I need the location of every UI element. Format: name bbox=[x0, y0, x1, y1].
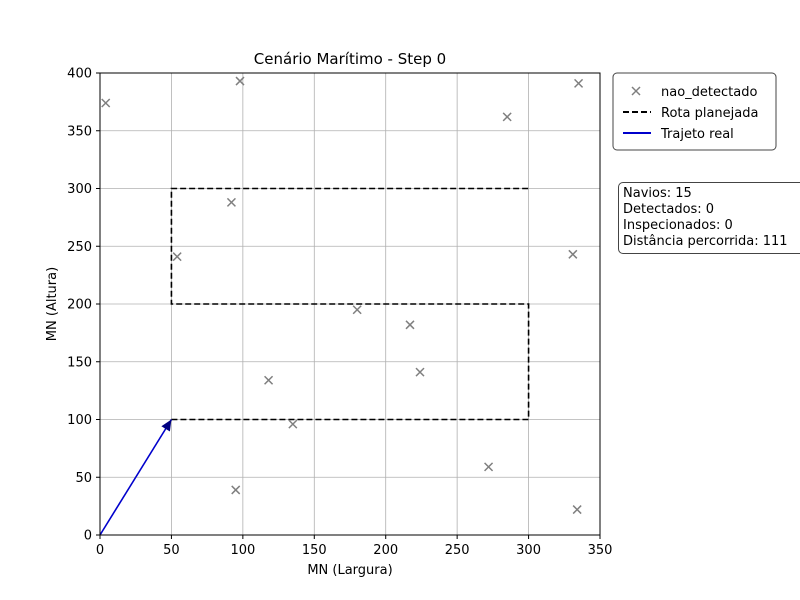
ship-marker bbox=[405, 320, 415, 330]
axis-ticks: 0 50 100 150 200 250 300 350 0 50 100 150 200 250 300 3… bbox=[67, 67, 612, 559]
legend-label-trajeto-real: Trajeto real bbox=[660, 127, 734, 142]
ship-marker bbox=[226, 197, 236, 207]
legend-label-rota-planejada: Rota planejada bbox=[661, 106, 758, 121]
path-arrowhead bbox=[161, 419, 172, 432]
y-axis-label: MN (Altura) bbox=[45, 267, 60, 341]
legend-label-nao-detectado: nao_detectado bbox=[661, 85, 757, 100]
y-tick-label: 100 bbox=[67, 413, 92, 428]
ship-marker bbox=[235, 76, 245, 86]
y-tick-label: 400 bbox=[67, 67, 92, 82]
planned-route-line bbox=[170, 187, 530, 421]
y-tick-label: 200 bbox=[67, 298, 92, 313]
x-tick-label: 0 bbox=[96, 543, 104, 558]
status-info-box: Navios: 15 Detectados: 0 Inspecionados: … bbox=[618, 182, 800, 254]
y-tick-label: 150 bbox=[67, 355, 92, 370]
ship-marker bbox=[568, 249, 578, 259]
y-tick-label: 50 bbox=[75, 471, 92, 486]
ship-marker bbox=[101, 98, 111, 108]
ship-marker bbox=[572, 505, 582, 515]
ship-marker bbox=[264, 375, 274, 385]
legend-x-marker bbox=[631, 86, 641, 96]
x-tick-label: 100 bbox=[230, 543, 255, 558]
distance-traveled: Distância percorrida: 111 bbox=[623, 234, 788, 249]
legend-x-icon bbox=[631, 86, 641, 96]
ship-marker bbox=[288, 419, 298, 429]
ship-marker bbox=[502, 112, 512, 122]
x-tick-label: 250 bbox=[445, 543, 470, 558]
plot-area bbox=[99, 76, 584, 536]
chart-title: Cenário Marítimo - Step 0 bbox=[254, 50, 446, 68]
y-tick-label: 350 bbox=[67, 124, 92, 139]
x-tick-label: 50 bbox=[163, 543, 180, 558]
ship-marker bbox=[172, 252, 182, 262]
legend-box bbox=[612, 72, 777, 151]
ships-count: Navios: 15 bbox=[623, 186, 692, 201]
y-tick-label: 250 bbox=[67, 240, 92, 255]
inspected-count: Inspecionados: 0 bbox=[623, 218, 733, 233]
y-tick-label: 0 bbox=[84, 529, 92, 544]
actual-path-line bbox=[99, 419, 173, 536]
x-tick-label: 350 bbox=[588, 543, 613, 558]
legend: nao_detectado Rota planejada Trajeto rea… bbox=[612, 72, 777, 151]
ship-marker bbox=[484, 462, 494, 472]
y-tick-label: 300 bbox=[67, 182, 92, 197]
ship-marker bbox=[574, 78, 584, 88]
ship-marker bbox=[352, 305, 362, 315]
detected-count: Detectados: 0 bbox=[623, 202, 715, 217]
x-axis-label: MN (Largura) bbox=[307, 563, 392, 578]
x-tick-label: 150 bbox=[302, 543, 327, 558]
ship-marker bbox=[415, 367, 425, 377]
x-tick-label: 200 bbox=[373, 543, 398, 558]
x-tick-label: 300 bbox=[516, 543, 541, 558]
ship-marker bbox=[231, 485, 241, 495]
